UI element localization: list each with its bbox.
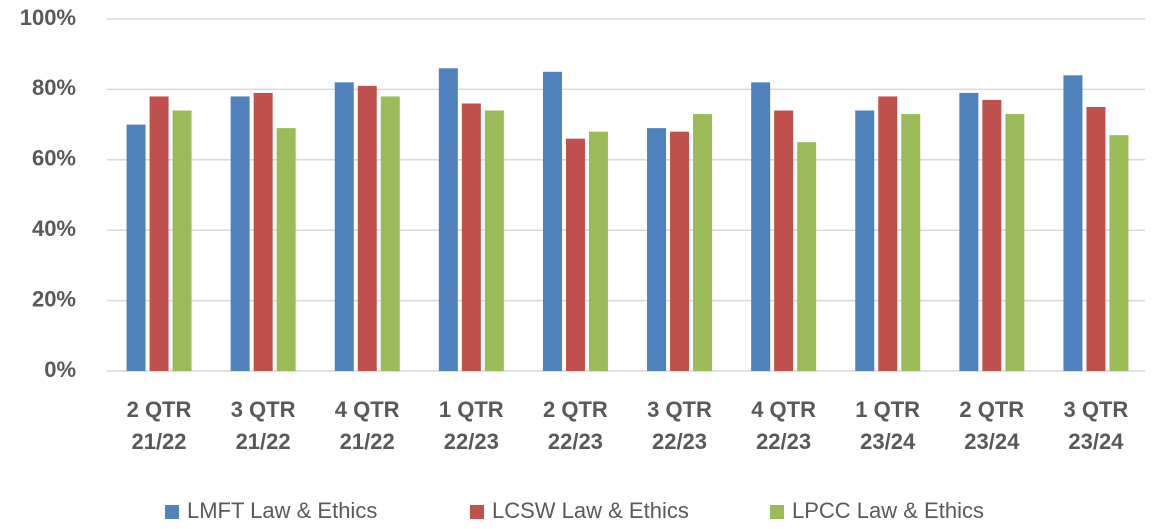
- bar: [670, 131, 690, 371]
- legend-label: LMFT Law & Ethics: [187, 498, 377, 523]
- y-tick-label: 0%: [44, 357, 76, 382]
- x-tick-label: 2 QTR 21/22: [126, 397, 192, 454]
- bar: [797, 142, 817, 371]
- y-tick-label: 20%: [32, 286, 76, 311]
- bar: [172, 110, 192, 372]
- bar: [855, 110, 875, 372]
- x-tick-label: 1 QTR 23/24: [855, 397, 921, 454]
- bar: [1063, 75, 1083, 371]
- y-tick-label: 40%: [32, 216, 76, 241]
- bar: [334, 82, 354, 372]
- x-tick-label: 4 QTR 22/23: [751, 397, 816, 454]
- bar: [253, 92, 273, 372]
- x-tick-label: 2 QTR 22/23: [542, 397, 608, 454]
- bar: [357, 85, 377, 371]
- x-tick-label: 4 QTR 21/22: [334, 397, 400, 454]
- bar: [461, 103, 481, 371]
- x-tick-label: 1 QTR 22/23: [438, 397, 504, 454]
- legend-swatch: [165, 505, 179, 519]
- bar: [380, 96, 400, 371]
- bar: [901, 114, 921, 371]
- x-tick-label: 3 QTR 22/23: [647, 397, 712, 454]
- bar: [588, 131, 608, 371]
- bar: [565, 138, 585, 371]
- legend-label: LCSW Law & Ethics: [492, 498, 689, 523]
- bar: [542, 71, 562, 372]
- bar: [149, 96, 169, 371]
- bar: [126, 124, 146, 371]
- bar: [693, 114, 713, 371]
- y-tick-label: 80%: [32, 75, 76, 100]
- legend-swatch: [470, 505, 484, 519]
- bar: [751, 82, 771, 372]
- x-tick-label: 3 QTR 23/24: [1063, 397, 1129, 454]
- x-tick-label: 2 QTR 23/24: [959, 397, 1025, 454]
- bar: [647, 128, 667, 371]
- legend-swatch: [770, 505, 784, 519]
- bar: [230, 96, 250, 371]
- y-tick-label: 60%: [32, 146, 76, 171]
- bar: [878, 96, 898, 371]
- bar: [1005, 114, 1025, 371]
- bar: [484, 110, 504, 372]
- bar: [276, 128, 296, 371]
- x-tick-label: 3 QTR 21/22: [230, 397, 296, 454]
- legend-label: LPCC Law & Ethics: [792, 498, 984, 523]
- bar: [1109, 135, 1129, 371]
- bar: [774, 110, 794, 372]
- bar: [1086, 107, 1106, 371]
- bar: [982, 99, 1002, 372]
- bar: [438, 68, 458, 371]
- bar: [959, 92, 979, 372]
- y-tick-label: 100%: [20, 5, 76, 30]
